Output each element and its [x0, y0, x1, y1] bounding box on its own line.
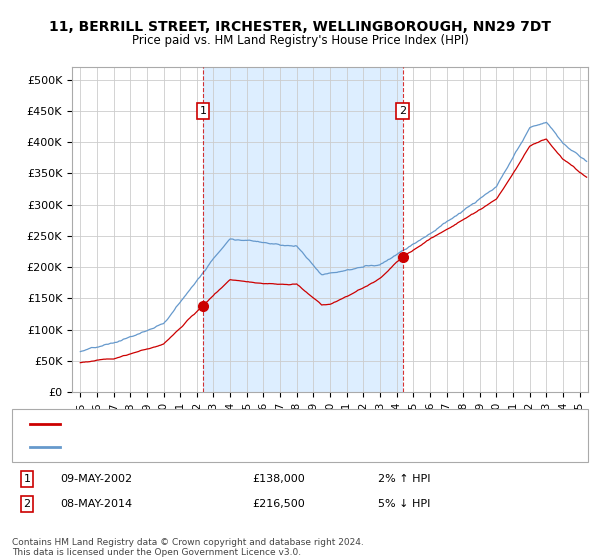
Text: £216,500: £216,500 [252, 499, 305, 509]
Text: Contains HM Land Registry data © Crown copyright and database right 2024.
This d: Contains HM Land Registry data © Crown c… [12, 538, 364, 557]
Bar [203, 67, 403, 392]
Text: 09-MAY-2002: 09-MAY-2002 [60, 474, 132, 484]
Text: 1: 1 [23, 474, 31, 484]
Text: 11, BERRILL STREET, IRCHESTER, WELLINGBOROUGH, NN29 7DT: 11, BERRILL STREET, IRCHESTER, WELLINGBO… [49, 20, 551, 34]
Text: 5% ↓ HPI: 5% ↓ HPI [378, 499, 430, 509]
Text: HPI: Average price, detached house, North Northamptonshire: HPI: Average price, detached house, Nort… [66, 442, 386, 452]
Text: 2% ↑ HPI: 2% ↑ HPI [378, 474, 431, 484]
Text: 2: 2 [23, 499, 31, 509]
Text: 2: 2 [399, 106, 406, 116]
Text: Price paid vs. HM Land Registry's House Price Index (HPI): Price paid vs. HM Land Registry's House … [131, 34, 469, 46]
Text: £138,000: £138,000 [252, 474, 305, 484]
Text: 08-MAY-2014: 08-MAY-2014 [60, 499, 132, 509]
Text: 1: 1 [199, 106, 206, 116]
Text: 11, BERRILL STREET, IRCHESTER, WELLINGBOROUGH, NN29 7DT (detached house): 11, BERRILL STREET, IRCHESTER, WELLINGBO… [66, 419, 497, 429]
